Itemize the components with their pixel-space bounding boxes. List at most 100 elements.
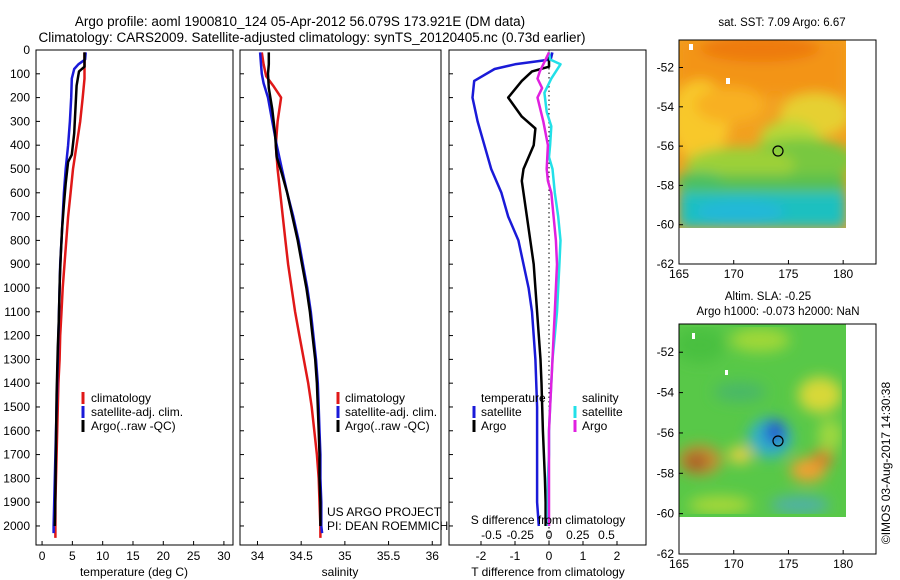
y-tick-label: 2000 — [3, 519, 30, 533]
y-tick-label: -56 — [657, 139, 675, 153]
legend-label-satellite: satellite-adj. clim. — [91, 405, 183, 419]
x-tick-label: 36 — [426, 549, 440, 563]
legend-label-argo: Argo(..raw -QC) — [345, 419, 430, 433]
sst-map-title: sat. SST: 7.09 Argo: 6.67 — [718, 17, 845, 29]
x-tick-label: 35 — [338, 549, 352, 563]
difference-legend: temperature salinity satellite Argo sate… — [472, 391, 623, 433]
x-tick-label: 35.5 — [377, 549, 401, 563]
legend-label-climatology: climatology — [91, 391, 151, 405]
y-tick-label: 400 — [10, 138, 30, 152]
x-tick-label: 10 — [96, 549, 110, 563]
x-tick-label: 165 — [669, 557, 689, 571]
y-tick-label: 600 — [10, 186, 30, 200]
top-x-tick-label: 0.5 — [598, 528, 615, 542]
y-tick-label: 1900 — [3, 495, 30, 509]
temperature-legend: climatology satellite-adj. clim. Argo(..… — [81, 391, 183, 433]
sla-map-title: Altim. SLA: -0.25 — [725, 291, 811, 303]
x-tick-label: 1 — [580, 549, 587, 563]
float-position-marker — [772, 145, 784, 157]
y-tick-label: 800 — [10, 233, 30, 247]
project-annotation-line1: US ARGO PROJECT — [327, 505, 442, 519]
y-tick-label: -60 — [657, 507, 675, 521]
y-tick-label: 200 — [10, 91, 30, 105]
y-tick-label: 1400 — [3, 376, 30, 390]
legend-label-sal-argo: Argo — [582, 419, 608, 433]
salinity-profile-panel: 34 34.5 35 35.5 36 climatology satellite-adj… — [239, 49, 448, 579]
x-tick-label: 0 — [39, 549, 46, 563]
figure-title-line2: Climatology: CARS2009. Satellite-adjuste… — [38, 30, 585, 45]
y-tick-label: 0 — [23, 43, 30, 57]
y-tick-label: 1200 — [3, 329, 30, 343]
data-gap-marker — [689, 44, 693, 50]
x-tick-label: 180 — [833, 557, 853, 571]
temperature-x-label: temperature (deg C) — [80, 565, 188, 579]
y-tick-label: 1300 — [3, 352, 30, 366]
sst-map-panel: sat. SST: 7.09 Argo: 6.67 165 170 175 180 -5… — [657, 17, 877, 281]
float-position-marker — [772, 435, 784, 447]
x-tick-label: 0 — [546, 549, 553, 563]
y-tick-label: 300 — [10, 114, 30, 128]
x-tick-label: 15 — [126, 549, 140, 563]
legend-label-temp-argo: Argo — [481, 419, 507, 433]
y-tick-label: 100 — [10, 67, 30, 81]
series-line-argo — [536, 51, 559, 526]
series-line-climatology — [260, 52, 322, 538]
x-tick-label: 180 — [833, 267, 853, 281]
y-tick-label: -62 — [657, 547, 675, 561]
imos-timestamp: ©IMOS 03-Aug-2017 14:30:38 — [879, 382, 893, 545]
y-tick-label: -56 — [657, 426, 675, 440]
data-gap-marker — [726, 78, 730, 84]
top-x-tick-label: -0.25 — [507, 528, 535, 542]
series-line-satellite — [471, 52, 554, 527]
x-tick-label: 175 — [778, 267, 798, 281]
y-tick-label: -52 — [657, 61, 675, 75]
x-tick-label: 165 — [669, 267, 689, 281]
y-tick-label: 1600 — [3, 424, 30, 438]
figure-title-line1: Argo profile: aoml 1900810_124 05-Apr-20… — [75, 14, 525, 29]
legend-title-salinity: salinity — [582, 391, 619, 405]
series-line-argo---raw--qc- — [53, 52, 86, 527]
y-tick-label: 900 — [10, 257, 30, 271]
salinity-legend: climatology satellite-adj. clim. Argo(..… — [336, 391, 437, 433]
sla-map-subtitle: Argo h1000: -0.073 h2000: NaN — [696, 306, 859, 318]
series-line-argo — [506, 52, 551, 526]
x-tick-label: -2 — [476, 549, 487, 563]
y-tick-label: -54 — [657, 100, 675, 114]
x-tick-label: 34 — [251, 549, 265, 563]
y-tick-label: -60 — [657, 218, 675, 232]
salinity-x-label: salinity — [322, 565, 359, 579]
series-line-argo---raw--qc- — [266, 52, 322, 526]
y-tick-label: -62 — [657, 257, 675, 271]
y-tick-label: 1000 — [3, 281, 30, 295]
legend-label-climatology: climatology — [345, 391, 405, 405]
series-line-satellite — [543, 52, 562, 526]
y-tick-label: 1100 — [4, 305, 30, 319]
sst-field — [679, 40, 846, 228]
legend-label-sal-satellite: satellite — [582, 405, 623, 419]
salinity-difference-top-label: S difference from climatology — [471, 513, 626, 527]
legend-label-temp-satellite: satellite — [481, 405, 522, 419]
x-tick-label: 30 — [217, 549, 231, 563]
y-tick-label: 1800 — [3, 471, 30, 485]
y-tick-label: 500 — [10, 162, 30, 176]
x-tick-label: 170 — [724, 267, 744, 281]
x-tick-label: -1 — [510, 549, 521, 563]
x-tick-label: 20 — [157, 549, 171, 563]
top-x-tick-label: 0.25 — [566, 528, 590, 542]
temperature-profile-panel: 0 5 10 15 20 25 300100200300400500600700800900… — [3, 43, 234, 579]
y-tick-label: -58 — [657, 466, 675, 480]
difference-profile-panel: -2 -1 0 1 2 -0.5 -0.25 0 0.25 0.5 temperature sal… — [448, 49, 647, 579]
y-tick-label: -52 — [657, 345, 675, 359]
data-gap-marker — [692, 333, 695, 339]
y-tick-label: 700 — [10, 210, 30, 224]
y-tick-label: -54 — [657, 386, 675, 400]
top-x-tick-label: 0 — [546, 528, 553, 542]
temperature-difference-x-label: T difference from climatology — [471, 565, 625, 579]
top-x-tick-label: -0.5 — [481, 528, 502, 542]
x-tick-label: 34.5 — [289, 549, 313, 563]
sla-field — [679, 327, 842, 514]
x-tick-label: 25 — [187, 549, 201, 563]
x-tick-label: 175 — [778, 557, 798, 571]
legend-label-satellite: satellite-adj. clim. — [345, 405, 437, 419]
